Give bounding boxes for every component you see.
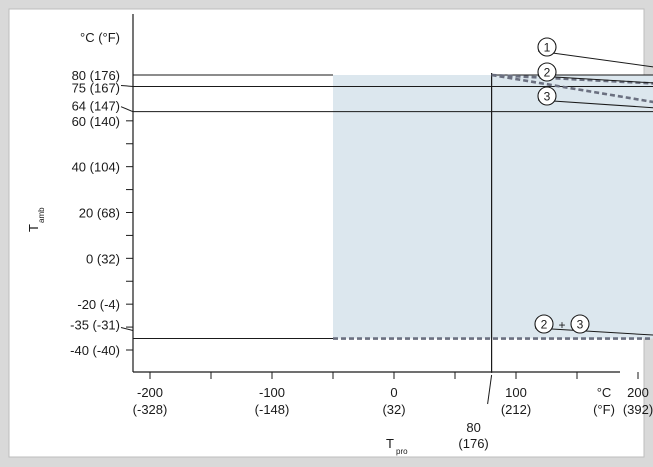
callout-circle (537, 37, 557, 57)
x-axis-title: T (386, 436, 394, 451)
x-annotation-label: (176) (458, 436, 488, 451)
callout-number: 1 (544, 41, 551, 55)
x-tick-label: 0 (390, 385, 397, 400)
callout-leader (534, 327, 653, 336)
y-annotation-label: 75 (167) (72, 80, 120, 95)
x-tick-label: (-148) (255, 402, 290, 417)
y-tick-label: 40 (104) (72, 160, 120, 175)
x-annotation-label: 80 (466, 420, 480, 435)
callout-circle (537, 62, 557, 82)
x-tick-label: (-328) (133, 402, 168, 417)
operating-region (333, 74, 653, 339)
y-unit-label: °C (°F) (80, 30, 120, 45)
callout-3: 3 (537, 86, 653, 109)
x-tick-label: 200 (627, 385, 649, 400)
y-axis-title-subscript: amb (37, 207, 46, 223)
y-annotation-leader (120, 106, 134, 113)
callout-joiner: + (558, 318, 565, 332)
x-tick-label: (212) (501, 402, 531, 417)
callout-leader (537, 99, 653, 109)
y-axis-title: T (26, 224, 41, 232)
callout-leader (537, 75, 653, 84)
callout-2-3: 2 +3 (534, 314, 653, 336)
y-annotation-leader (120, 327, 134, 332)
y-tick-label: -20 (-4) (77, 297, 120, 312)
callout-2: 2 (537, 62, 653, 84)
x-tick-label: 100 (505, 385, 527, 400)
y-annotation-label: 80 (176) (72, 68, 120, 83)
x-tick-label: (392) (623, 402, 653, 417)
y-tick-label: 20 (68) (79, 205, 120, 220)
callout-1: 1 (537, 37, 653, 68)
callout-number: 3 (577, 318, 584, 332)
x-unit-label: °C (597, 385, 612, 400)
series-2 (491, 73, 653, 85)
callout-number: 3 (544, 90, 551, 104)
x-tick-label: -100 (259, 385, 285, 400)
callout-circle (570, 314, 590, 334)
x-tick-label: -200 (137, 385, 163, 400)
x-unit-label: (°F) (593, 402, 615, 417)
callout-circle (534, 314, 554, 334)
x-axis-title-subscript: pro (396, 447, 408, 456)
callout-number: 2 (544, 66, 551, 80)
y-tick-label: 0 (32) (86, 251, 120, 266)
callout-leader (537, 50, 653, 68)
y-tick-label: -40 (-40) (70, 343, 120, 358)
x-tick-label: (32) (382, 402, 405, 417)
y-annotation-leader (120, 84, 134, 87)
y-annotation-label: -35 (-31) (70, 318, 120, 333)
x-annotation-leader (487, 374, 493, 405)
callout-circle (537, 86, 557, 106)
callout-number: 2 (541, 318, 548, 332)
y-annotation-label: 64 (147) (72, 99, 120, 114)
y-tick-label: 60 (140) (72, 114, 120, 129)
